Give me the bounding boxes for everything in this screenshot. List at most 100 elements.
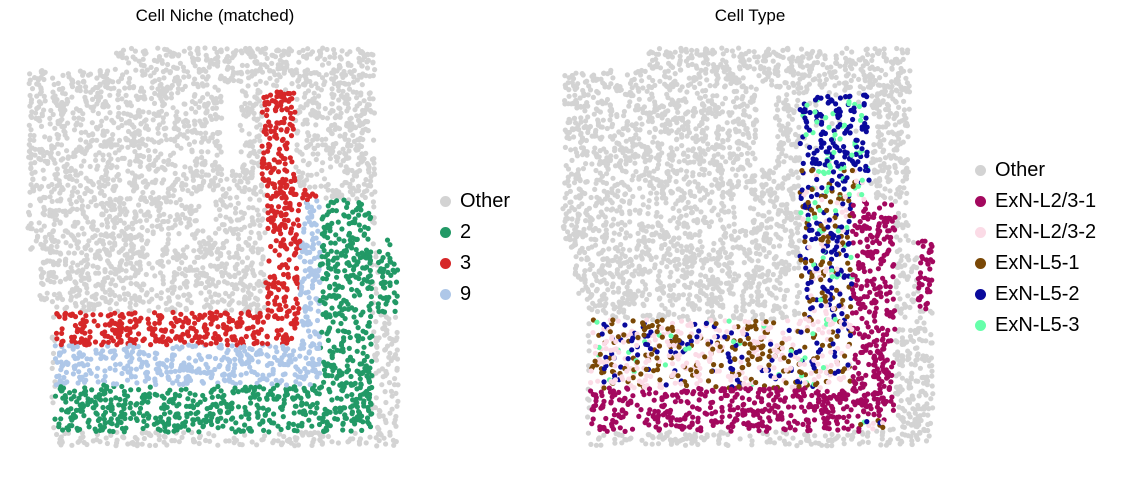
scatter-point (57, 119, 63, 125)
scatter-point (131, 441, 137, 447)
scatter-point (322, 142, 328, 148)
scatter-point (269, 52, 275, 58)
scatter-point (786, 84, 792, 90)
scatter-point (228, 416, 235, 422)
scatter-point (51, 425, 57, 431)
scatter-point (42, 134, 48, 140)
scatter-point (218, 47, 224, 53)
scatter-point (348, 373, 354, 380)
scatter-point (310, 151, 316, 157)
scatter-point (376, 431, 382, 437)
scatter-point (103, 355, 109, 361)
scatter-point (54, 171, 61, 177)
scatter-point (238, 149, 244, 155)
scatter-point (158, 138, 164, 144)
scatter-point (290, 126, 296, 132)
scatter-point (124, 102, 131, 108)
scatter-point (307, 184, 313, 190)
scatter-point (188, 410, 194, 416)
scatter-point (265, 341, 271, 347)
scatter-point (326, 265, 332, 271)
scatter-point (144, 411, 150, 417)
scatter-point (300, 345, 307, 351)
scatter-point (268, 243, 274, 250)
scatter-point (68, 312, 74, 318)
scatter-point (148, 95, 155, 102)
scatter-point (58, 196, 64, 202)
scatter-point (329, 397, 335, 403)
scatter-point (94, 227, 100, 233)
scatter-point (111, 184, 117, 190)
scatter-point (257, 138, 263, 144)
scatter-point (299, 279, 305, 285)
scatter-point (168, 95, 174, 101)
scatter-point (258, 189, 264, 195)
scatter-point (309, 423, 315, 429)
scatter-point (203, 271, 210, 278)
scatter-point (232, 272, 238, 278)
scatter-point (191, 248, 197, 254)
scatter-point (80, 211, 86, 217)
scatter-point (249, 439, 255, 445)
scatter-point (251, 285, 257, 291)
scatter-point (107, 213, 113, 219)
scatter-point (290, 305, 296, 311)
scatter-point (93, 152, 99, 158)
scatter-point (318, 261, 324, 267)
scatter-point (235, 200, 241, 206)
scatter-point (256, 330, 262, 336)
scatter-point (372, 189, 378, 195)
scatter-point (209, 94, 215, 100)
scatter-point (364, 188, 370, 194)
scatter-point (54, 243, 60, 250)
scatter-point (356, 222, 362, 228)
scatter-point (230, 230, 237, 237)
scatter-point (133, 302, 139, 308)
scatter-point (345, 439, 351, 445)
scatter-point (94, 264, 100, 270)
scatter-point (288, 241, 294, 247)
scatter-point (358, 382, 364, 388)
scatter-point (362, 54, 368, 60)
scatter-point (85, 401, 91, 408)
scatter-point (226, 438, 232, 444)
scatter-point (303, 101, 309, 107)
scatter-point (368, 411, 374, 417)
scatter-point (143, 271, 149, 278)
scatter-point (279, 406, 285, 412)
scatter-point (248, 170, 254, 176)
scatter-point (175, 176, 181, 182)
scatter-point (300, 170, 306, 176)
scatter-point (215, 170, 221, 176)
scatter-point (294, 246, 300, 252)
scatter-point (138, 159, 144, 165)
scatter-point (381, 309, 388, 315)
scatter-point (152, 326, 158, 332)
scatter-point (230, 50, 236, 56)
scatter-point (203, 130, 209, 136)
scatter-point (286, 98, 292, 104)
scatter-point (247, 345, 253, 352)
scatter-point (50, 273, 57, 279)
scatter-point (169, 328, 175, 334)
scatter-point (309, 285, 316, 291)
scatter-point (632, 160, 638, 166)
scatter-point (278, 231, 284, 237)
scatter-point (55, 135, 61, 141)
scatter-point (190, 398, 196, 404)
scatter-point (294, 274, 300, 280)
scatter-point (257, 234, 263, 240)
scatter-point (314, 405, 320, 411)
scatter-point (302, 82, 308, 88)
scatter-point (185, 128, 191, 134)
scatter-point (165, 236, 171, 243)
scatter-point (41, 76, 47, 83)
scatter-point (296, 222, 302, 229)
scatter-point (354, 386, 360, 392)
scatter-point (218, 149, 224, 155)
scatter-point (134, 185, 140, 191)
scatter-point (367, 267, 373, 274)
scatter-point (148, 73, 154, 79)
scatter-point (385, 361, 391, 367)
scatter-point (286, 353, 292, 359)
